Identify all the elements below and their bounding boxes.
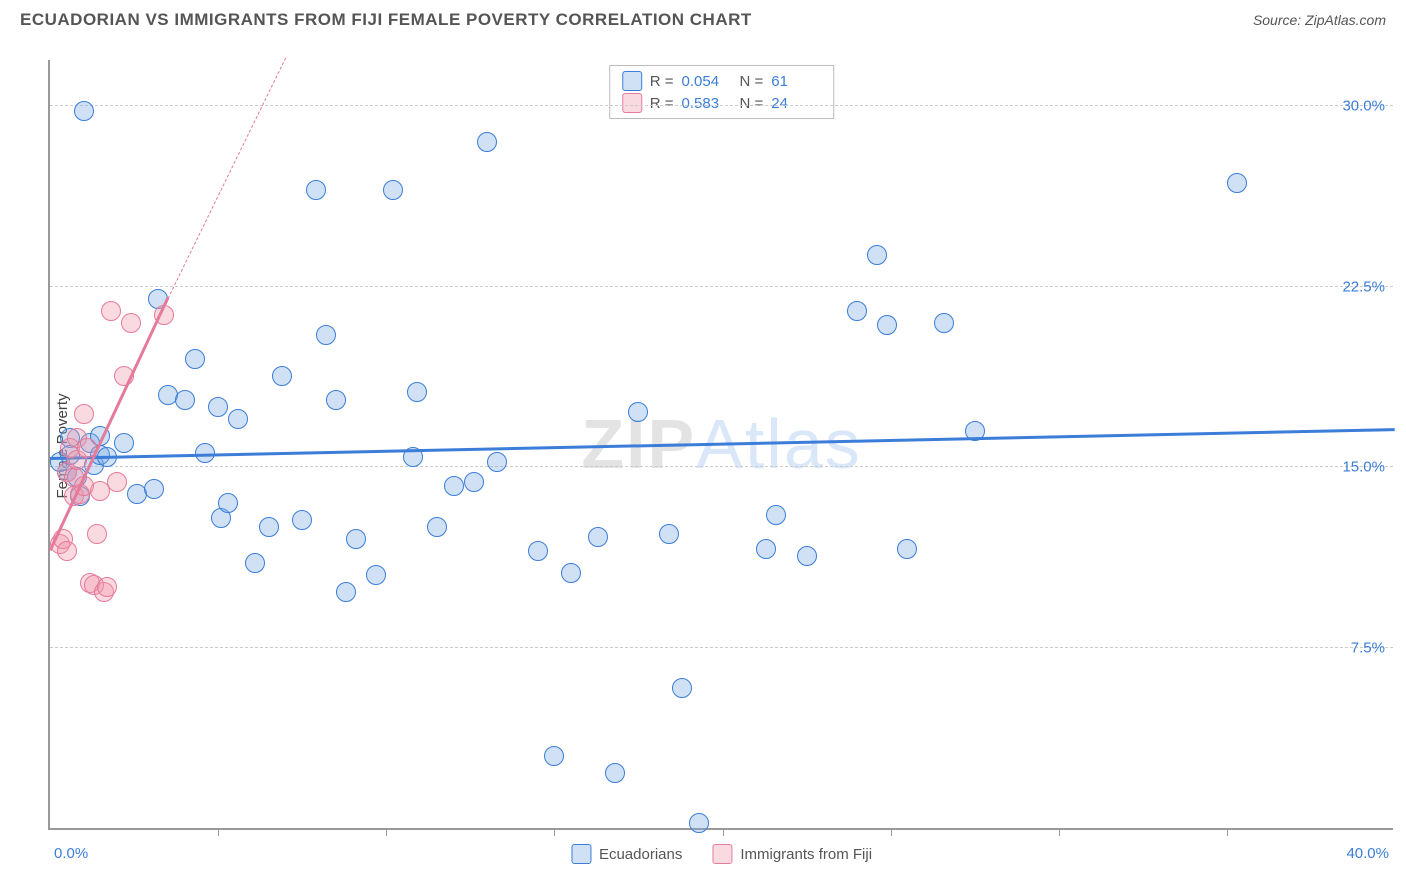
data-point xyxy=(659,524,679,544)
stats-row-ecuadorians: R = 0.054 N = 61 xyxy=(622,70,822,92)
x-axis-min-label: 0.0% xyxy=(54,845,88,862)
data-point xyxy=(228,409,248,429)
data-point xyxy=(316,325,336,345)
swatch-blue-icon xyxy=(622,71,642,91)
data-point xyxy=(121,313,141,333)
data-point xyxy=(561,563,581,583)
data-point xyxy=(756,539,776,559)
data-point xyxy=(934,313,954,333)
data-point xyxy=(628,402,648,422)
bottom-legend: Ecuadorians Immigrants from Fiji xyxy=(571,844,872,864)
data-point xyxy=(797,546,817,566)
x-tick xyxy=(723,828,724,836)
data-point xyxy=(107,472,127,492)
data-point xyxy=(407,382,427,402)
data-point xyxy=(259,517,279,537)
data-point xyxy=(847,301,867,321)
data-point xyxy=(272,366,292,386)
y-tick-label: 7.5% xyxy=(1351,639,1385,656)
data-point xyxy=(101,301,121,321)
scatter-plot: ZIPAtlas R = 0.054 N = 61 R = 0.583 N = … xyxy=(48,60,1393,830)
swatch-pink-icon xyxy=(622,93,642,113)
x-tick xyxy=(1059,828,1060,836)
data-point xyxy=(689,813,709,833)
data-point xyxy=(57,541,77,561)
y-tick-label: 30.0% xyxy=(1342,98,1385,115)
y-tick-label: 22.5% xyxy=(1342,278,1385,295)
data-point xyxy=(245,553,265,573)
data-point xyxy=(336,582,356,602)
data-point xyxy=(306,180,326,200)
data-point xyxy=(114,433,134,453)
data-point xyxy=(144,479,164,499)
data-point xyxy=(1227,173,1247,193)
data-point xyxy=(208,397,228,417)
swatch-blue-icon xyxy=(571,844,591,864)
swatch-pink-icon xyxy=(712,844,732,864)
legend-item-fiji: Immigrants from Fiji xyxy=(712,844,872,864)
data-point xyxy=(544,746,564,766)
data-point xyxy=(766,505,786,525)
data-point xyxy=(292,510,312,530)
trendline xyxy=(49,297,169,551)
data-point xyxy=(97,577,117,597)
data-point xyxy=(487,452,507,472)
stats-legend: R = 0.054 N = 61 R = 0.583 N = 24 xyxy=(609,65,835,119)
legend-item-ecuadorians: Ecuadorians xyxy=(571,844,682,864)
data-point xyxy=(588,527,608,547)
trendline xyxy=(50,428,1395,459)
gridline xyxy=(50,466,1393,467)
x-tick xyxy=(1227,828,1228,836)
gridline xyxy=(50,647,1393,648)
data-point xyxy=(346,529,366,549)
header: ECUADORIAN VS IMMIGRANTS FROM FIJI FEMAL… xyxy=(0,0,1406,35)
data-point xyxy=(175,390,195,410)
data-point xyxy=(897,539,917,559)
data-point xyxy=(427,517,447,537)
x-axis-max-label: 40.0% xyxy=(1346,845,1389,862)
source-label: Source: ZipAtlas.com xyxy=(1253,12,1386,28)
data-point xyxy=(477,132,497,152)
data-point xyxy=(528,541,548,561)
x-tick xyxy=(554,828,555,836)
data-point xyxy=(383,180,403,200)
data-point xyxy=(87,524,107,544)
chart-title: ECUADORIAN VS IMMIGRANTS FROM FIJI FEMAL… xyxy=(20,10,752,30)
x-tick xyxy=(386,828,387,836)
data-point xyxy=(464,472,484,492)
data-point xyxy=(185,349,205,369)
y-tick-label: 15.0% xyxy=(1342,459,1385,476)
data-point xyxy=(444,476,464,496)
data-point xyxy=(867,245,887,265)
trendline-extrapolated xyxy=(167,57,286,298)
gridline xyxy=(50,286,1393,287)
x-tick xyxy=(218,828,219,836)
data-point xyxy=(366,565,386,585)
data-point xyxy=(605,763,625,783)
data-point xyxy=(74,404,94,424)
x-tick xyxy=(891,828,892,836)
gridline xyxy=(50,105,1393,106)
data-point xyxy=(218,493,238,513)
data-point xyxy=(326,390,346,410)
data-point xyxy=(74,101,94,121)
stats-row-fiji: R = 0.583 N = 24 xyxy=(622,92,822,114)
data-point xyxy=(672,678,692,698)
data-point xyxy=(877,315,897,335)
